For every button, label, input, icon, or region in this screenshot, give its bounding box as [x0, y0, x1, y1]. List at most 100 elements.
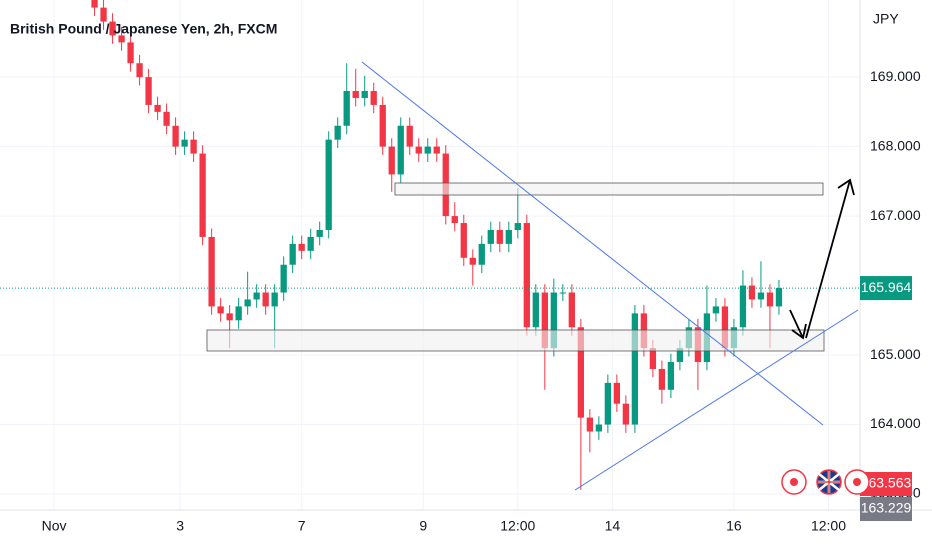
x-tick-label: 14	[605, 518, 621, 534]
candle-body	[217, 306, 224, 314]
x-tick-label: 12:00	[811, 518, 846, 534]
resistance-zone	[394, 182, 824, 196]
candle-body	[460, 223, 467, 258]
candle-body	[118, 35, 125, 43]
candle-body	[469, 257, 476, 265]
candle-body	[154, 104, 161, 112]
candle-body	[289, 243, 296, 265]
last-price-label: 165.964	[861, 279, 912, 295]
candle-body	[298, 243, 305, 251]
candle-body	[181, 139, 188, 147]
candle-body	[496, 229, 503, 244]
candle-body	[568, 292, 575, 328]
last-price-bg	[860, 276, 912, 301]
x-tick-label: 16	[726, 518, 742, 534]
candle-body	[343, 91, 350, 126]
event-icon-dot	[853, 478, 861, 486]
candle-body	[559, 292, 566, 294]
candle-body	[325, 139, 332, 230]
chart-title: British Pound / Japanese Yen, 2h, FXCM	[10, 21, 277, 37]
candle-body	[712, 306, 720, 314]
candle-body	[406, 125, 413, 147]
price-tag-bg	[860, 497, 912, 521]
candle-body	[478, 243, 485, 265]
arrow-down	[789, 309, 804, 339]
candle-body	[487, 229, 494, 244]
candle-body	[388, 146, 395, 175]
y-tick-label: 169.000	[870, 68, 921, 84]
candle-body	[667, 362, 675, 390]
trendline-down	[361, 61, 824, 426]
candle-body	[307, 236, 314, 251]
grid	[0, 0, 860, 510]
candle-body	[262, 292, 269, 307]
candle-body	[109, 21, 116, 36]
support-zone	[206, 329, 825, 352]
candle-body	[433, 146, 440, 154]
y-tick-label: 165.000	[870, 346, 921, 362]
candle-body	[676, 348, 684, 363]
candle-body	[595, 424, 602, 432]
candle-body	[622, 403, 630, 425]
candle-body	[766, 292, 774, 307]
tags: 163.563 163.229	[781, 469, 912, 521]
candle-body	[226, 313, 233, 321]
price-tag: 163.229	[861, 500, 912, 516]
trendline-up	[574, 309, 859, 491]
candle-body	[541, 292, 548, 349]
event-icon-dot	[790, 478, 798, 486]
candle-body	[172, 125, 179, 147]
candle-body	[334, 125, 341, 140]
candle-body	[757, 292, 765, 300]
candles	[0, 0, 860, 490]
candle-body	[235, 306, 242, 321]
candle-body	[739, 285, 747, 328]
candle-body	[136, 63, 143, 78]
candle-body	[352, 91, 359, 98]
candle-body	[649, 348, 657, 369]
candle-body	[721, 306, 729, 349]
candle-body	[748, 285, 756, 300]
candle-body	[361, 91, 368, 98]
candle-body	[100, 7, 107, 22]
candle-body	[397, 125, 404, 175]
drawings	[206, 61, 859, 491]
candle-body	[127, 42, 134, 64]
candle-body	[613, 382, 621, 404]
candle-body	[244, 299, 251, 307]
candle-body	[775, 288, 783, 307]
arrow-head	[791, 323, 807, 340]
y-tick-label: 164.000	[870, 415, 921, 431]
candle-body	[505, 229, 512, 244]
x-tick-label: 7	[298, 518, 306, 534]
candle-body	[253, 292, 260, 300]
candle-body	[523, 223, 530, 328]
candle-body	[415, 146, 422, 154]
candle-body	[514, 223, 521, 230]
flag-cross-red	[818, 471, 840, 493]
candle-body	[145, 77, 152, 105]
candle-body	[208, 236, 215, 307]
candle-body	[163, 111, 170, 126]
candle-body	[577, 327, 584, 418]
candle-body	[424, 146, 431, 154]
y-tick-label: 167.000	[870, 207, 921, 223]
x-tick-label: 9	[419, 518, 427, 534]
candle-body	[280, 264, 287, 293]
candle-body	[370, 91, 377, 105]
candle-body	[631, 313, 639, 425]
candle-body	[658, 368, 666, 390]
arrow-head	[837, 178, 855, 196]
candle-body	[91, 0, 98, 8]
price-tag: 163.563	[861, 475, 912, 491]
candle-body	[451, 216, 458, 224]
candle-body	[550, 292, 557, 349]
y-tick-label: 168.000	[870, 137, 921, 153]
x-tick-label: 12:00	[500, 518, 535, 534]
candle-body	[271, 292, 278, 307]
candle-body	[379, 104, 386, 147]
candle-body	[190, 139, 197, 154]
candle-body	[604, 382, 612, 425]
